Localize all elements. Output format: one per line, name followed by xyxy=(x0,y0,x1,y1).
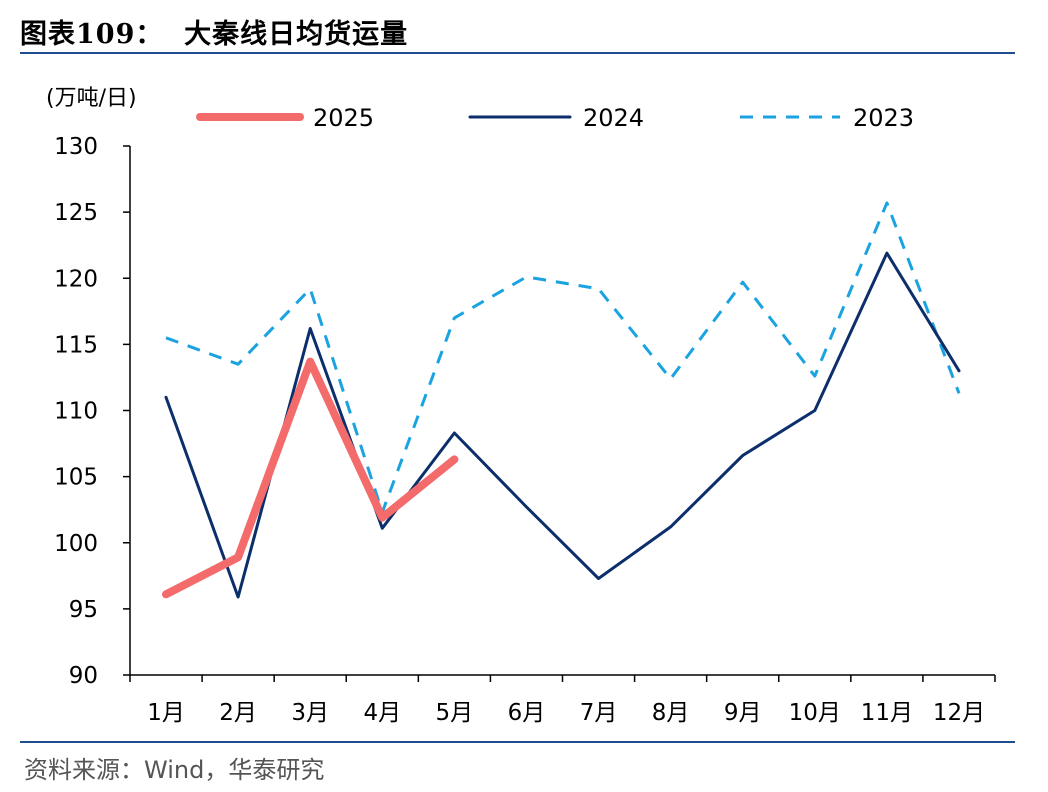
x-tick-label: 2月 xyxy=(219,700,257,726)
series-line-2023 xyxy=(165,201,961,514)
x-tick-label: 10月 xyxy=(789,700,841,726)
legend: 2025 2024 2023 xyxy=(196,104,914,132)
x-tick-label: 11月 xyxy=(861,700,913,726)
y-tick-label: 120 xyxy=(54,266,98,292)
x-tick-label: 4月 xyxy=(363,700,401,726)
source-note: 资料来源：Wind，华泰研究 xyxy=(24,756,325,784)
y-axis-ticks: 90 95 100 105 110 115 120 125 130 xyxy=(54,134,130,689)
legend-label-2023: 2023 xyxy=(853,104,914,132)
x-tick-label: 9月 xyxy=(724,700,762,726)
y-tick-label: 130 xyxy=(54,134,98,160)
title-divider xyxy=(20,52,1015,54)
y-tick-label: 90 xyxy=(69,663,98,689)
series-lines xyxy=(162,201,961,599)
y-tick-label: 100 xyxy=(54,531,98,557)
legend-label-2025: 2025 xyxy=(313,104,374,132)
x-tick-label: 5月 xyxy=(436,700,474,726)
y-tick-label: 125 xyxy=(54,200,98,226)
x-axis-ticks: 1月 2月 3月 4月 5月 6月 7月 8月 9月 10月 11月 12月 xyxy=(129,675,996,726)
x-tick-label: 12月 xyxy=(933,700,985,726)
y-tick-label: 105 xyxy=(54,465,98,491)
x-tick-label: 3月 xyxy=(291,700,329,726)
footer-divider xyxy=(20,741,1015,743)
series-line-2025 xyxy=(162,357,459,599)
y-tick-label: 95 xyxy=(69,597,98,623)
x-tick-label: 1月 xyxy=(147,700,185,726)
y-tick-label: 115 xyxy=(54,332,98,358)
series-line-2024 xyxy=(164,251,961,599)
y-tick-label: 110 xyxy=(54,399,98,425)
y-axis-unit-label: (万吨/日) xyxy=(46,86,137,111)
chart-title: 图表109： 大秦线日均货运量 xyxy=(20,19,409,50)
x-tick-label: 8月 xyxy=(652,700,690,726)
x-tick-label: 6月 xyxy=(508,700,546,726)
legend-label-2024: 2024 xyxy=(583,104,644,132)
axes xyxy=(129,146,995,676)
x-tick-label: 7月 xyxy=(580,700,618,726)
